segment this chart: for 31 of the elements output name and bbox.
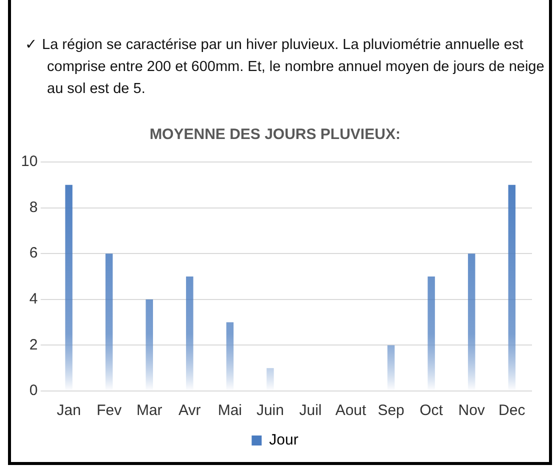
x-tick-label: Nov (458, 402, 486, 420)
bar (226, 322, 234, 390)
chart-title: MOYENNE DES JOURS PLUVIEUX: (150, 126, 400, 144)
y-tick-label: 2 (29, 336, 38, 354)
y-tick-label: 0 (29, 382, 38, 400)
bar (428, 276, 435, 390)
bar (468, 254, 476, 390)
bar (387, 345, 395, 390)
bar (186, 276, 194, 390)
bar (105, 254, 113, 390)
x-tick-label: Juil (299, 402, 322, 420)
x-tick-label: Mai (218, 402, 242, 420)
x-tick-label: Juin (256, 402, 284, 420)
bar (146, 299, 153, 390)
x-tick-label: Jan (56, 402, 81, 420)
y-tick-label: 4 (29, 290, 38, 308)
bar (65, 184, 72, 390)
bar (508, 184, 516, 390)
text: ✓ La région se caractérise par un hiver pluvieux. La pluviométrie annuelle est comprise entre 200 et 600mm. Et, le nombre annuel moyen de jours de neige au sol est de 5. (25, 36, 545, 99)
x-tick-label: Sep (378, 402, 404, 420)
x-tick-label: Avr (178, 402, 201, 420)
x-tick-label: Aout (335, 402, 368, 420)
bar (266, 368, 274, 390)
x-tick-label: Fev (96, 402, 122, 420)
y-tick-label: 6 (29, 244, 38, 262)
x-tick-label: Mar (136, 402, 162, 420)
x-tick-label: Oct (420, 402, 444, 420)
legend-label: Jour (269, 432, 298, 449)
y-tick-label: 10 (20, 153, 38, 170)
x-tick-label: Dec (498, 402, 526, 420)
y-tick-label: 8 (29, 198, 38, 216)
